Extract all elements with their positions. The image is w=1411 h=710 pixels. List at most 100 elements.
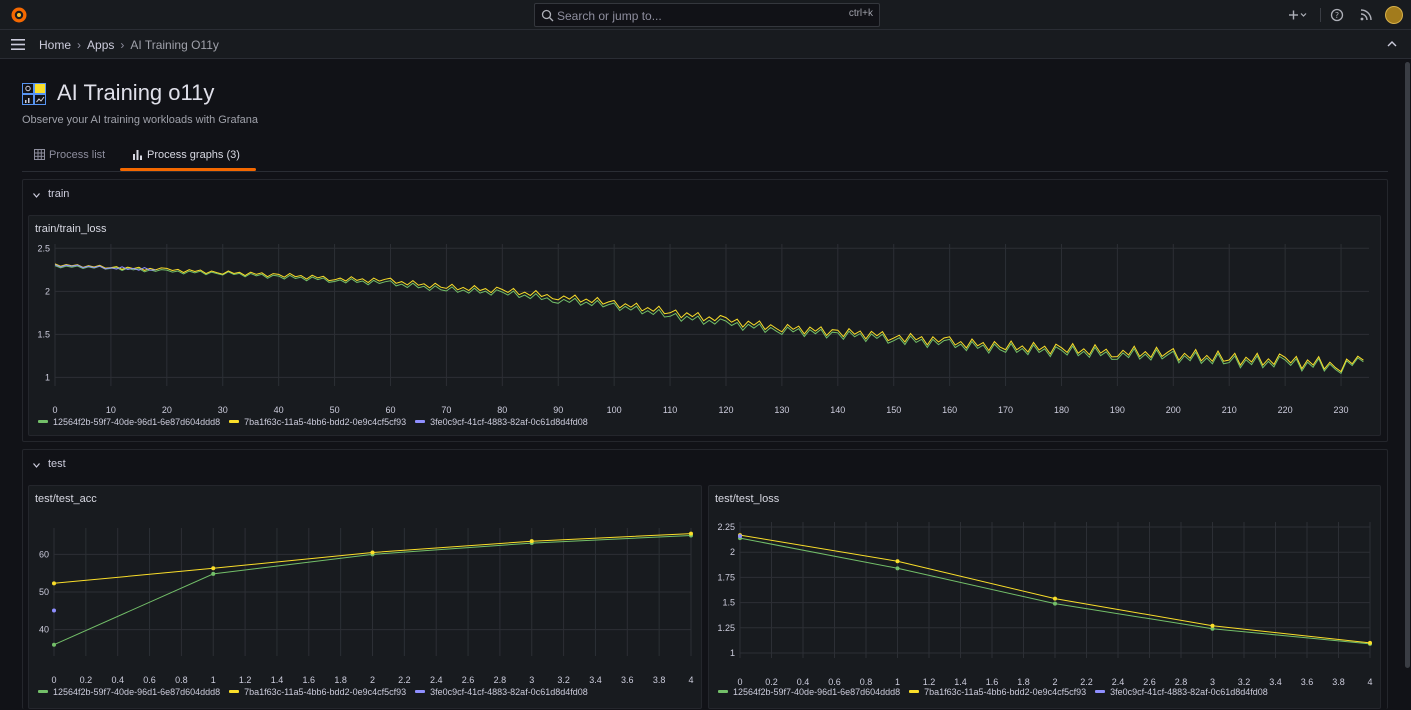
chevron-up-icon[interactable] <box>1387 40 1397 48</box>
avatar[interactable] <box>1385 6 1403 24</box>
y-tick-label: 2 <box>45 286 50 296</box>
data-point <box>52 608 56 613</box>
tab-label: Process list <box>49 149 106 161</box>
legend-item[interactable]: 3fe0c9cf-41cf-4883-82af-0c61d8d4fd08 <box>415 417 588 427</box>
legend-swatch <box>909 690 920 693</box>
x-tick-label: 1 <box>895 677 900 687</box>
x-tick-label: 0 <box>737 677 742 687</box>
legend-item[interactable]: 7ba1f63c-11a5-4bb6-bdd2-0e9c4cf5cf93 <box>229 417 406 427</box>
train-loss-chart[interactable]: 0 10 20 30 40 50 60 70 80 90 100 110 120 130 140 150 160… <box>29 216 1382 437</box>
legend-swatch <box>229 690 240 693</box>
x-tick-label: 1.8 <box>334 675 347 685</box>
data-point <box>895 559 900 564</box>
row-header-train[interactable]: train <box>33 188 69 200</box>
data-point <box>1210 626 1215 631</box>
chevron-down-icon <box>33 463 40 468</box>
tab-label: Process graphs (3) <box>147 149 240 161</box>
x-tick-label: 3.6 <box>1301 677 1314 687</box>
data-point <box>52 581 56 586</box>
y-tick-label: 1.25 <box>717 623 735 633</box>
x-tick-label: 150 <box>886 405 901 415</box>
legend-item[interactable]: 3fe0c9cf-41cf-4883-82af-0c61d8d4fd08 <box>415 687 588 697</box>
rss-icon[interactable] <box>1359 7 1373 23</box>
breadcrumb-bar: Home › Apps › AI Training O11y <box>0 30 1411 59</box>
data-point <box>895 566 900 571</box>
legend-label: 7ba1f63c-11a5-4bb6-bdd2-0e9c4cf5cf93 <box>244 417 407 427</box>
tab-process-graphs[interactable]: Process graphs (3) <box>132 149 240 169</box>
search-shortcut: ctrl+k <box>848 8 873 19</box>
x-tick-label: 190 <box>1110 405 1125 415</box>
chart-legend: 12564f2b-59f7-40de-96d1-6e87d604ddd8 7ba1… <box>38 417 597 427</box>
row-header-test[interactable]: test <box>33 458 66 470</box>
legend-swatch <box>415 420 426 423</box>
test-acc-chart[interactable]: 0 0.2 0.4 0.6 0.8 1 1.2 1.4 1.6 1.8 2 2.2 2.4 2.6 2.8 3… <box>29 486 703 710</box>
series-line <box>54 264 156 271</box>
svg-text:?: ? <box>1335 11 1339 20</box>
x-tick-label: 70 <box>441 405 451 415</box>
legend-swatch <box>38 420 48 423</box>
x-tick-label: 1.2 <box>239 675 252 685</box>
app-icon <box>22 83 46 105</box>
search-icon <box>541 9 554 22</box>
page-subtitle: Observe your AI training workloads with … <box>22 114 259 126</box>
legend-item[interactable]: 12564f2b-59f7-40de-96d1-6e87d604ddd8 <box>718 687 900 697</box>
panel-test-acc[interactable]: test/test_acc 0 0.2 0.4 0.6 0.8 1 1.2 1.4 1.6 1.8… <box>28 485 702 709</box>
scrollbar[interactable] <box>1405 62 1410 668</box>
legend-item[interactable]: 12564f2b-59f7-40de-96d1-6e87d604ddd8 <box>38 417 220 427</box>
data-point <box>1210 623 1215 628</box>
x-tick-label: 0.6 <box>828 677 841 687</box>
data-point <box>1368 640 1372 645</box>
x-tick-label: 3.4 <box>1269 677 1282 687</box>
page-title: AI Training o11y <box>57 80 215 105</box>
x-tick-label: 3.6 <box>621 675 634 685</box>
x-tick-label: 3.2 <box>1238 677 1251 687</box>
x-tick-label: 10 <box>106 405 116 415</box>
search-placeholder: Search or jump to... <box>557 9 662 23</box>
panel-test-loss[interactable]: test/test_loss 0 0.2 0.4 0.6 0.8 1 1.2 1.4 1.6 1.… <box>708 485 1381 709</box>
legend-label: 3fe0c9cf-41cf-4883-82af-0c61d8d4fd08 <box>430 687 588 697</box>
legend-item[interactable]: 7ba1f63c-11a5-4bb6-bdd2-0e9c4cf5cf93 <box>229 687 406 697</box>
plus-icon[interactable] <box>1287 7 1309 23</box>
data-point <box>211 571 216 576</box>
y-tick-label: 1.5 <box>722 598 735 608</box>
tab-process-list[interactable]: Process list <box>34 149 105 169</box>
breadcrumb-home[interactable]: Home <box>39 38 72 52</box>
x-tick-label: 120 <box>718 405 733 415</box>
breadcrumb-current: AI Training O11y <box>130 38 219 52</box>
panel-title: test/test_loss <box>715 493 780 505</box>
x-tick-label: 30 <box>218 405 228 415</box>
x-tick-label: 0.4 <box>111 675 124 685</box>
y-tick-label: 1.5 <box>37 329 50 339</box>
x-tick-label: 3.8 <box>653 675 666 685</box>
help-icon[interactable]: ? <box>1330 7 1344 23</box>
x-tick-label: 80 <box>497 405 507 415</box>
legend-label: 12564f2b-59f7-40de-96d1-6e87d604ddd8 <box>53 687 221 697</box>
legend-item[interactable]: 7ba1f63c-11a5-4bb6-bdd2-0e9c4cf5cf93 <box>909 687 1086 697</box>
x-tick-label: 3.8 <box>1332 677 1345 687</box>
panel-train-loss[interactable]: train/train_loss 0 10 20 30 40 50 60 70 80 90 100 1… <box>28 215 1381 436</box>
x-tick-label: 0 <box>52 405 57 415</box>
y-tick-label: 60 <box>39 549 49 559</box>
x-tick-label: 170 <box>998 405 1013 415</box>
y-tick-label: 1 <box>45 372 50 382</box>
x-tick-label: 0.4 <box>797 677 810 687</box>
legend-item[interactable]: 12564f2b-59f7-40de-96d1-6e87d604ddd8 <box>38 687 220 697</box>
x-tick-label: 2.8 <box>1175 677 1188 687</box>
breadcrumb-apps[interactable]: Apps <box>87 38 115 52</box>
legend-item[interactable]: 3fe0c9cf-41cf-4883-82af-0c61d8d4fd08 <box>1095 687 1268 697</box>
legend-label: 7ba1f63c-11a5-4bb6-bdd2-0e9c4cf5cf93 <box>244 687 407 697</box>
y-tick-label: 1 <box>730 648 735 658</box>
legend-swatch <box>718 690 728 693</box>
search-input[interactable]: Search or jump to... ctrl+k <box>534 3 880 27</box>
x-tick-label: 1.4 <box>271 675 284 685</box>
x-tick-label: 90 <box>553 405 563 415</box>
x-tick-label: 3 <box>1210 677 1215 687</box>
x-tick-label: 110 <box>663 405 677 415</box>
x-tick-label: 20 <box>162 405 172 415</box>
menu-icon[interactable] <box>11 39 25 50</box>
x-tick-label: 60 <box>385 405 395 415</box>
row-title: test <box>48 458 66 470</box>
test-loss-chart[interactable]: 0 0.2 0.4 0.6 0.8 1 1.2 1.4 1.6 1.8 2 2.2 2.4 2.6 2.8 3… <box>709 486 1382 710</box>
grafana-logo-icon[interactable] <box>10 6 28 24</box>
legend-label: 12564f2b-59f7-40de-96d1-6e87d604ddd8 <box>53 417 221 427</box>
